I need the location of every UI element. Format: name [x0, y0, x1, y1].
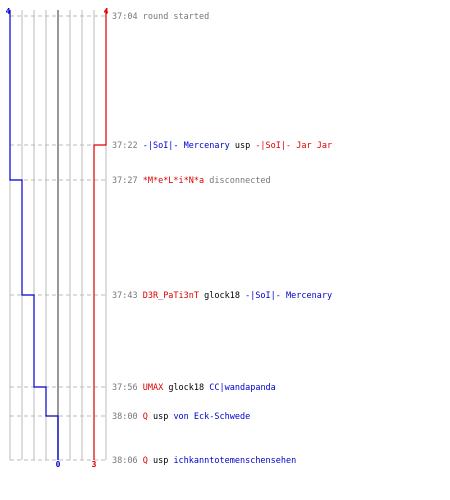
event-time: 37:04 [112, 12, 143, 22]
event-row: 38:00 Q usp von Eck-Schwede [112, 412, 250, 422]
event-row: 37:27 *M*e*L*i*N*a disconnected [112, 176, 271, 186]
blue-player-name: ichkanntotemenschensehen [173, 456, 296, 466]
event-row: 37:56 UMAX glock18 CC|wandapanda [112, 383, 276, 393]
event-time: 37:56 [112, 383, 143, 393]
alive-grid [9, 10, 107, 460]
red-player-name: -|SoI|- Jar Jar [255, 141, 332, 151]
red-player-name: Q [143, 456, 148, 466]
event-time: 37:27 [112, 176, 143, 186]
red-team-alive-line [93, 10, 107, 460]
event-time: 38:00 [112, 412, 143, 422]
red-start-count: 4 [104, 7, 109, 16]
blue-start-count: 4 [6, 7, 11, 16]
blue-player-name: -|SoI|- Mercenary [245, 291, 332, 301]
blue-player-name: von Eck-Schwede [173, 412, 250, 422]
red-end-count: 3 [92, 460, 97, 469]
event-text: round started [143, 12, 210, 22]
blue-end-count: 0 [56, 460, 61, 469]
event-text: usp [148, 412, 174, 422]
blue-player-name: CC|wandapanda [209, 383, 276, 393]
red-player-name: *M*e*L*i*N*a [143, 176, 204, 186]
event-row: 37:43 D3R_PaTi3nT glock18 -|SoI|- Mercen… [112, 291, 332, 301]
event-log: 37:04 round started 37:22 -|SoI|- Mercena… [112, 12, 332, 466]
event-row: 37:04 round started [112, 12, 209, 22]
event-text: usp [148, 456, 174, 466]
event-row: 38:06 Q usp ichkanntotemenschensehen [112, 456, 296, 466]
blue-player-name: -|SoI|- Mercenary [143, 141, 230, 151]
alive-step-lines [9, 10, 107, 460]
event-time: 37:22 [112, 141, 143, 151]
event-text: glock18 [163, 383, 209, 393]
red-player-name: Q [143, 412, 148, 422]
red-player-name: D3R_PaTi3nT [143, 291, 199, 301]
event-dash-lines [10, 15, 108, 461]
red-player-name: UMAX [143, 383, 164, 393]
blue-team-alive-line [9, 10, 59, 460]
alive-count-labels: 4 4 0 3 [6, 7, 109, 469]
event-text: glock18 [199, 291, 245, 301]
event-time: 37:43 [112, 291, 143, 301]
event-row: 37:22 -|SoI|- Mercenary usp -|SoI|- Jar … [112, 141, 332, 151]
event-text: disconnected [204, 176, 271, 186]
event-time: 38:06 [112, 456, 143, 466]
event-text: usp [230, 141, 256, 151]
